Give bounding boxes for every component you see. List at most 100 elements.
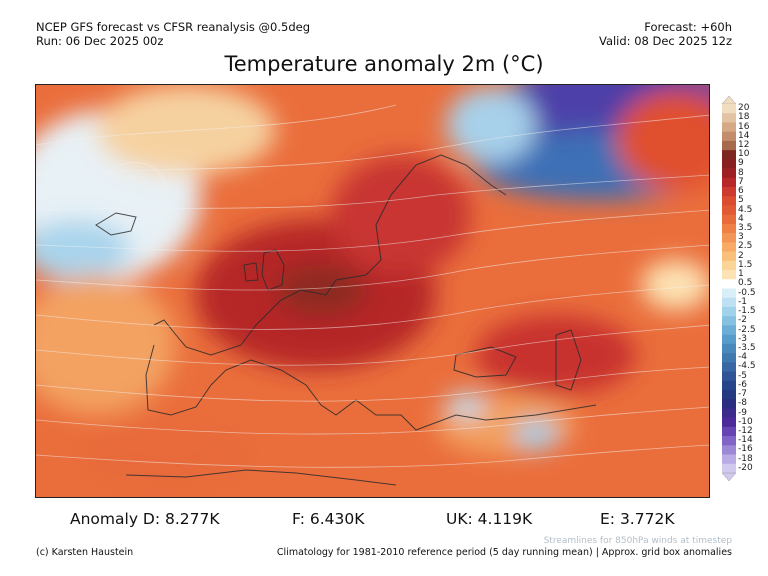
colorbar bbox=[722, 96, 736, 481]
valid-time: Valid: 08 Dec 2025 12z bbox=[598, 34, 732, 48]
credit: (c) Karsten Haustein bbox=[36, 547, 134, 558]
colorbar-label: 9 bbox=[738, 158, 744, 169]
colorbar-swatch bbox=[722, 196, 736, 206]
colorbar-label: -4 bbox=[738, 352, 747, 363]
colorbar-label: -10 bbox=[738, 416, 753, 427]
south-coast-line bbox=[145, 344, 597, 431]
colorbar-label: 1.5 bbox=[738, 259, 753, 270]
colorbar-label: -1 bbox=[738, 296, 747, 307]
colorbar-label: -0.5 bbox=[738, 287, 756, 298]
stat-anomaly-d: Anomaly D: 8.277K bbox=[70, 510, 220, 528]
colorbar-swatch bbox=[722, 242, 736, 252]
colorbar-label: -3.5 bbox=[738, 342, 756, 353]
header-left: NCEP GFS forecast vs CFSR reanalysis @0.… bbox=[36, 20, 310, 48]
colorbar-swatch bbox=[722, 131, 736, 142]
colorbar-label: 4 bbox=[738, 213, 744, 224]
colorbar-label: 2.5 bbox=[738, 241, 753, 252]
run-time: Run: 06 Dec 2025 00z bbox=[36, 34, 164, 48]
colorbar-swatch bbox=[722, 362, 736, 372]
north-atlantic-mild-area bbox=[96, 85, 276, 175]
colorbar-swatch bbox=[722, 454, 736, 465]
colorbar-swatch bbox=[722, 353, 736, 363]
colorbar-label: 5 bbox=[738, 195, 744, 206]
black-sea-outline bbox=[453, 346, 517, 378]
stat-e: E: 3.772K bbox=[600, 510, 675, 528]
north-africa-warm bbox=[76, 420, 256, 490]
colorbar-label: -5 bbox=[738, 370, 747, 381]
map-canvas bbox=[36, 85, 709, 497]
colorbar-swatch bbox=[722, 297, 736, 308]
siberia-warm-area bbox=[616, 90, 709, 190]
streamlines-note: Streamlines for 850hPa winds at timestep bbox=[543, 536, 732, 546]
colorbar-swatch bbox=[722, 214, 736, 225]
colorbar-swatch bbox=[722, 445, 736, 455]
colorbar-swatch bbox=[722, 288, 736, 299]
colorbar-swatch bbox=[722, 205, 736, 215]
colorbar-label: 0.5 bbox=[738, 278, 753, 289]
colorbar-swatch bbox=[722, 122, 736, 132]
great-britain-outline bbox=[261, 249, 285, 291]
colorbar-swatch bbox=[722, 159, 736, 169]
colorbar-swatch bbox=[722, 389, 736, 400]
colorbar-label: -16 bbox=[738, 444, 753, 455]
colorbar-label: -1.5 bbox=[738, 306, 756, 317]
anatolia-cool-spot bbox=[514, 421, 558, 449]
colorbar-label: 8 bbox=[738, 167, 744, 178]
coastlines bbox=[95, 154, 597, 486]
colorbar-swatch bbox=[722, 260, 736, 271]
colorbar-swatch bbox=[722, 251, 736, 262]
stat-f: F: 6.430K bbox=[292, 510, 365, 528]
ireland-outline bbox=[243, 262, 259, 282]
colorbar-label: -6 bbox=[738, 379, 747, 390]
atlantic-cool-patch bbox=[36, 220, 131, 280]
colorbar-label: -7 bbox=[738, 389, 747, 400]
colorbar-label: 16 bbox=[738, 121, 750, 132]
model-description: NCEP GFS forecast vs CFSR reanalysis @0.… bbox=[36, 20, 311, 34]
colorbar-label: -3 bbox=[738, 333, 747, 344]
colorbar-label: 6 bbox=[738, 186, 744, 197]
colorbar-swatch bbox=[722, 343, 736, 354]
forecast-hour: Forecast: +60h bbox=[644, 20, 732, 34]
colorbar-label: 20 bbox=[738, 103, 750, 114]
central-europe-peak-warm bbox=[276, 265, 366, 315]
colorbar-label: 3 bbox=[738, 232, 744, 243]
colorbar-swatch bbox=[722, 436, 736, 446]
colorbar-label: 3.5 bbox=[738, 223, 753, 234]
stat-uk: UK: 4.119K bbox=[446, 510, 533, 528]
colorbar-label: -20 bbox=[738, 462, 753, 473]
atlantic-warm-area bbox=[36, 275, 176, 415]
colorbar-swatch bbox=[722, 399, 736, 409]
colorbar-label: -18 bbox=[738, 453, 753, 464]
colorbar-swatch bbox=[722, 140, 736, 151]
colorbar-swatch bbox=[722, 417, 736, 428]
colorbar-labels: 20 18 16 14 12 10 9 8 7 6 5 4.5 4 3.5 3 2.5 2 1.5 1 0.5 -0.5… bbox=[738, 96, 768, 481]
colorbar-swatch bbox=[722, 380, 736, 391]
colorbar-label: 10 bbox=[738, 149, 750, 160]
map-title: Temperature anomaly 2m (°C) bbox=[224, 52, 544, 76]
colorbar-swatch bbox=[722, 408, 736, 418]
colorbar-label: -8 bbox=[738, 398, 747, 409]
colorbar-swatch bbox=[722, 463, 736, 474]
colorbar-label: -2.5 bbox=[738, 324, 756, 335]
colorbar-label: -2 bbox=[738, 315, 747, 326]
colorbar-bottom-arrow bbox=[722, 472, 736, 481]
colorbar-swatch bbox=[722, 371, 736, 382]
colorbar-swatch bbox=[722, 104, 736, 114]
colorbar-swatch bbox=[722, 223, 736, 234]
colorbar-swatch bbox=[722, 177, 736, 188]
colorbar-label: -9 bbox=[738, 407, 747, 418]
colorbar-top-arrow bbox=[722, 96, 736, 105]
colorbar-swatch bbox=[722, 426, 736, 437]
colorbar-label: 18 bbox=[738, 112, 750, 123]
colorbar-swatch bbox=[722, 316, 736, 326]
colorbar-swatch bbox=[722, 113, 736, 123]
colorbar-label: -12 bbox=[738, 425, 753, 436]
colorbar-swatch bbox=[722, 233, 736, 243]
north-africa-coast bbox=[125, 469, 397, 486]
header-right: Forecast: +60h Valid: 08 Dec 2025 12z bbox=[599, 20, 732, 48]
colorbar-swatch bbox=[722, 325, 736, 335]
colorbar-label: 14 bbox=[738, 130, 750, 141]
colorbar-label: -14 bbox=[738, 435, 753, 446]
colorbar-swatch bbox=[722, 150, 736, 160]
black-sea-cool-spot bbox=[446, 393, 486, 417]
